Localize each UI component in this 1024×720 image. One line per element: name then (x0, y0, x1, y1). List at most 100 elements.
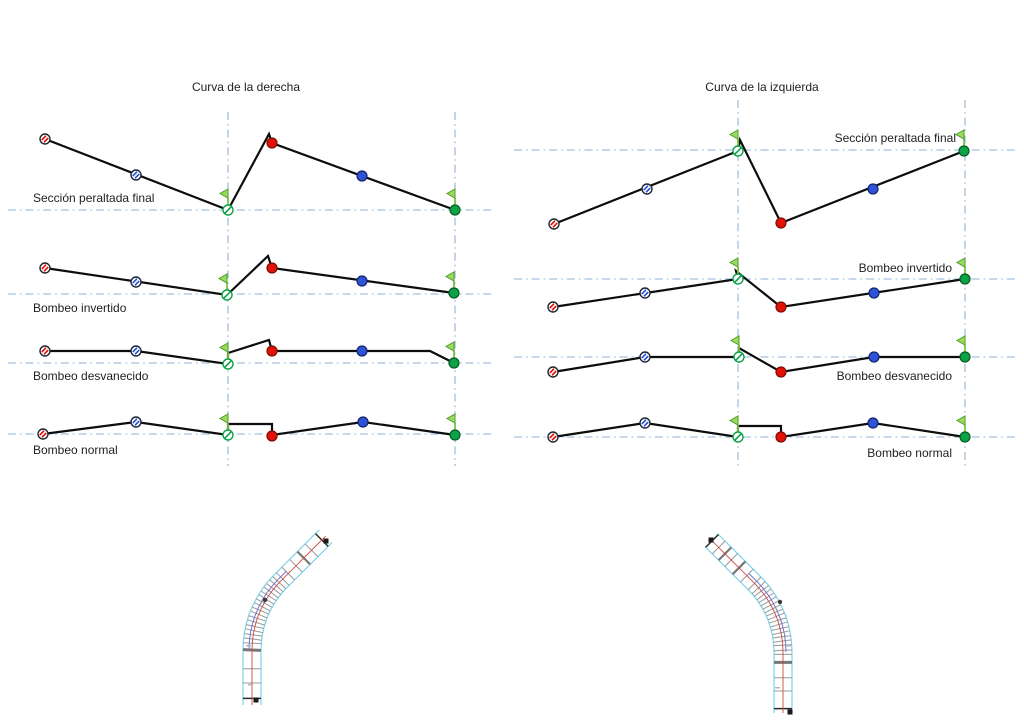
road-station-marker (323, 538, 329, 544)
marker-blue-striped[interactable] (641, 183, 653, 195)
station-flag-icon[interactable] (955, 257, 966, 268)
road-micro-label (786, 645, 791, 647)
marker-green-open-hatch (735, 353, 743, 361)
marker-red[interactable] (266, 430, 278, 442)
marker-blue-striped-hatch (643, 291, 649, 297)
marker-red-striped-hatch (552, 222, 558, 228)
marker-red[interactable] (775, 431, 787, 443)
row-label-seccion-peraltada-final-left: Sección peraltada final (33, 191, 155, 205)
superelevation-profile-line[interactable] (42, 420, 456, 437)
marker-red-striped[interactable] (37, 428, 49, 440)
marker-blue-striped[interactable] (639, 287, 651, 299)
station-flag-icon[interactable] (218, 342, 229, 353)
marker-red-striped-hatch (41, 347, 47, 353)
marker-green[interactable] (958, 145, 970, 157)
marker-blue[interactable] (868, 351, 880, 363)
road-offset-line (248, 571, 287, 650)
marker-green-open-hatch (734, 147, 742, 155)
marker-red-striped[interactable] (39, 133, 51, 145)
marker-blue-striped-hatch (132, 278, 138, 284)
marker-blue-striped[interactable] (639, 417, 651, 429)
row-label-bombeo-desvanecido-right: Bombeo desvanecido (836, 369, 952, 383)
marker-blue[interactable] (868, 287, 880, 299)
marker-blue-striped-hatch (132, 418, 138, 424)
marker-red-striped-hatch (41, 264, 47, 270)
marker-red[interactable] (775, 217, 787, 229)
marker-blue[interactable] (356, 345, 368, 357)
station-flag-icon[interactable] (217, 273, 228, 284)
station-flag-icon[interactable] (445, 413, 456, 424)
superelevation-profile-line[interactable] (45, 338, 455, 366)
station-flag-icon[interactable] (728, 257, 739, 268)
marker-red-striped[interactable] (547, 366, 559, 378)
marker-blue[interactable] (356, 275, 368, 287)
marker-blue[interactable] (356, 170, 368, 182)
station-flag-icon[interactable] (728, 415, 739, 426)
marker-blue-striped[interactable] (639, 351, 651, 363)
left-panel-title: Curva de la derecha (191, 80, 301, 94)
station-flag-icon[interactable] (728, 129, 739, 140)
row-label-bombeo-normal-left: Bombeo normal (33, 443, 118, 457)
marker-blue[interactable] (357, 416, 369, 428)
marker-green[interactable] (959, 351, 971, 363)
marker-red-striped-hatch (549, 433, 555, 439)
road-offset-line (748, 573, 787, 652)
road-curve-point-marker (262, 597, 268, 603)
station-flag-icon[interactable] (444, 271, 455, 282)
marker-red[interactable] (775, 301, 787, 313)
road-edge-line (704, 545, 775, 713)
marker-red-striped[interactable] (547, 301, 559, 313)
marker-red-striped[interactable] (547, 431, 559, 443)
station-flag-icon[interactable] (445, 188, 456, 199)
road-edge-line (717, 533, 793, 713)
marker-blue-striped[interactable] (130, 276, 142, 288)
marker-red-striped-hatch (43, 266, 49, 272)
marker-red[interactable] (266, 137, 278, 149)
marker-blue-striped[interactable] (130, 416, 142, 428)
road-micro-label (246, 645, 251, 647)
station-flag-icon[interactable] (729, 335, 740, 346)
marker-green[interactable] (959, 273, 971, 285)
superelevation-profile-line[interactable] (44, 131, 456, 212)
marker-red-striped[interactable] (548, 218, 560, 230)
road-centerline (251, 535, 326, 705)
marker-red[interactable] (775, 366, 787, 378)
marker-blue-striped-hatch (641, 419, 647, 425)
marker-red-striped[interactable] (39, 345, 51, 357)
superelevation-profile-line[interactable] (44, 254, 455, 297)
marker-green[interactable] (449, 429, 461, 441)
marker-blue-striped[interactable] (130, 169, 142, 181)
marker-blue-striped[interactable] (130, 345, 142, 357)
station-flag-icon[interactable] (444, 341, 455, 352)
superelevation-profile-line[interactable] (552, 268, 966, 309)
station-flag-icon[interactable] (218, 188, 229, 199)
marker-blue[interactable] (867, 183, 879, 195)
station-flag-icon[interactable] (954, 129, 965, 140)
marker-blue-striped-hatch (641, 289, 647, 295)
marker-red-striped-hatch (551, 370, 557, 376)
marker-blue[interactable] (867, 417, 879, 429)
marker-green-open-hatch (734, 433, 742, 441)
marker-blue-striped-hatch (134, 349, 140, 355)
marker-blue-striped-hatch (641, 353, 647, 359)
marker-blue-striped-hatch (643, 421, 649, 427)
station-flag-icon[interactable] (955, 335, 966, 346)
marker-green[interactable] (959, 431, 971, 443)
marker-red[interactable] (266, 262, 278, 274)
marker-green[interactable] (449, 204, 461, 216)
row-label-seccion-peraltada-final-right: Sección peraltada final (834, 131, 956, 145)
marker-red-striped[interactable] (39, 262, 51, 274)
marker-blue-striped-hatch (645, 187, 651, 193)
marker-red[interactable] (266, 345, 278, 357)
superelevation-profile-line[interactable] (552, 421, 966, 439)
marker-green[interactable] (448, 357, 460, 369)
station-flag-icon[interactable] (955, 415, 966, 426)
marker-green[interactable] (448, 287, 460, 299)
station-flag-icon[interactable] (218, 413, 229, 424)
superelevation-profile-line[interactable] (553, 136, 965, 226)
marker-red-striped-hatch (43, 349, 49, 355)
road-micro-label (775, 687, 780, 689)
marker-red-striped-hatch (41, 135, 47, 141)
marker-red-striped-hatch (551, 305, 557, 311)
marker-green-open-hatch (224, 360, 232, 368)
